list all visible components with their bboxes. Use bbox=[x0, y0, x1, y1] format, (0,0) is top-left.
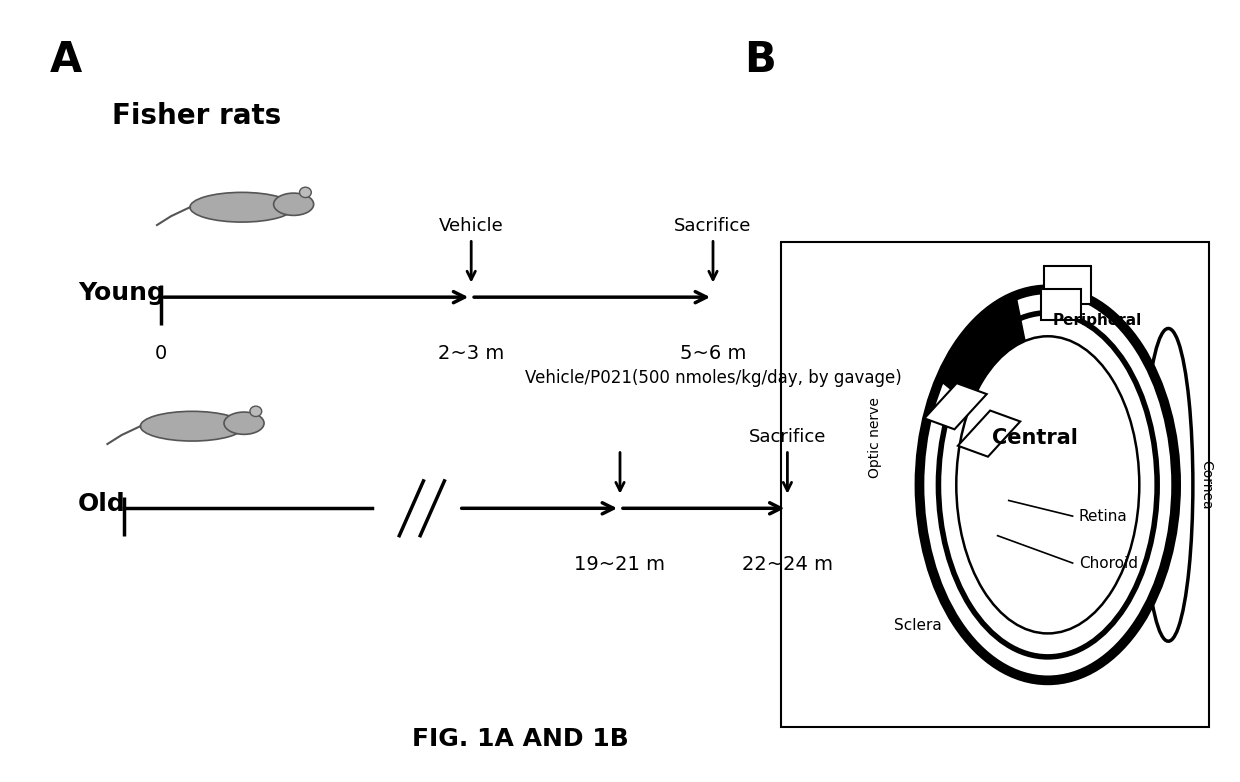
Text: 0: 0 bbox=[155, 344, 167, 363]
Text: Sacrifice: Sacrifice bbox=[749, 428, 826, 446]
Text: Central: Central bbox=[992, 428, 1079, 448]
Text: Vehicle/P021(500 nmoles/kg/day, by gavage): Vehicle/P021(500 nmoles/kg/day, by gavag… bbox=[525, 369, 901, 387]
Text: 19~21 m: 19~21 m bbox=[574, 555, 666, 574]
Text: Vehicle: Vehicle bbox=[439, 217, 503, 235]
Text: 2~3 m: 2~3 m bbox=[438, 344, 505, 363]
Bar bbox=[1044, 266, 1091, 303]
FancyBboxPatch shape bbox=[781, 242, 1209, 727]
Text: A: A bbox=[50, 39, 82, 81]
Text: Optic nerve: Optic nerve bbox=[868, 397, 882, 479]
Ellipse shape bbox=[190, 192, 294, 222]
Ellipse shape bbox=[224, 412, 264, 434]
Text: FIG. 1A AND 1B: FIG. 1A AND 1B bbox=[413, 727, 629, 751]
Text: 5~6 m: 5~6 m bbox=[680, 344, 746, 363]
Text: B: B bbox=[744, 39, 776, 81]
Text: Peripheral: Peripheral bbox=[1053, 314, 1142, 328]
Text: Cornea: Cornea bbox=[1199, 460, 1213, 510]
Ellipse shape bbox=[250, 406, 262, 417]
Ellipse shape bbox=[140, 411, 244, 441]
Text: Old: Old bbox=[78, 493, 126, 516]
Text: Retina: Retina bbox=[1079, 508, 1127, 524]
Text: Fisher rats: Fisher rats bbox=[112, 102, 280, 130]
Bar bbox=[924, 383, 987, 429]
Bar bbox=[1042, 289, 1081, 321]
Polygon shape bbox=[940, 296, 1025, 405]
Ellipse shape bbox=[300, 187, 311, 198]
Ellipse shape bbox=[274, 193, 314, 215]
Text: Young: Young bbox=[78, 282, 165, 305]
Text: Sacrifice: Sacrifice bbox=[675, 217, 751, 235]
Text: 22~24 m: 22~24 m bbox=[742, 555, 833, 574]
Bar bbox=[957, 411, 1021, 457]
Text: Choroid: Choroid bbox=[1079, 555, 1138, 571]
Text: Sclera: Sclera bbox=[894, 618, 941, 633]
